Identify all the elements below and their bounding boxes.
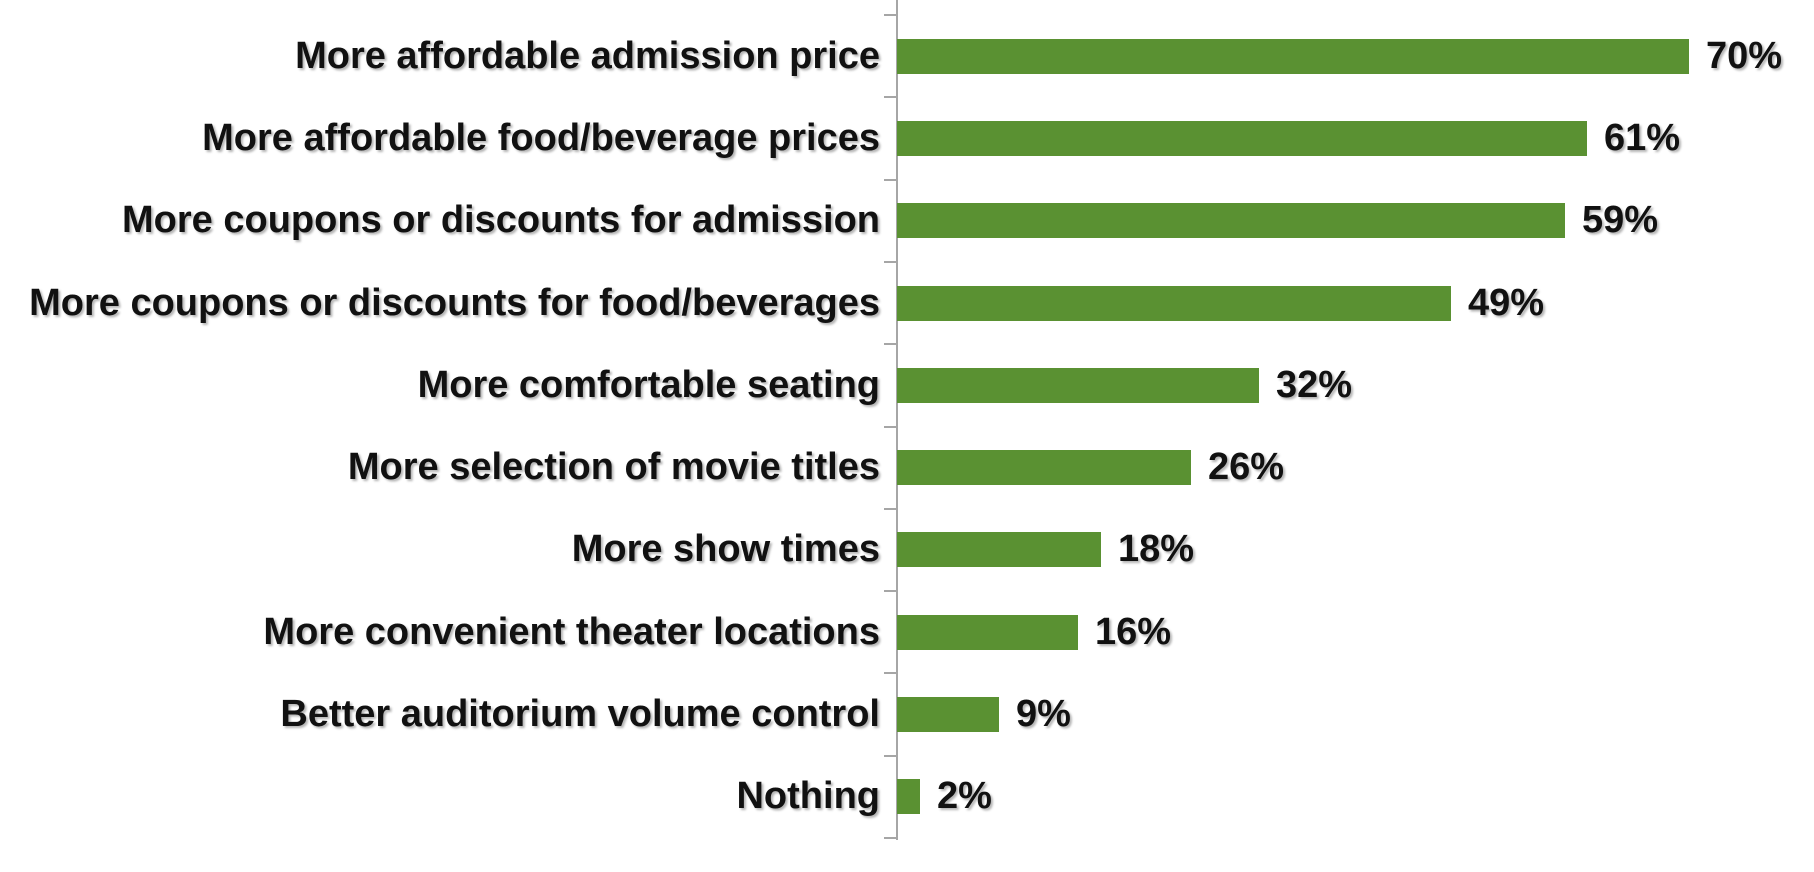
value-label: 26%: [1208, 446, 1285, 489]
axis-tick: [884, 507, 897, 510]
axis-tick: [884, 754, 897, 757]
bar: [897, 697, 999, 733]
category-label: More affordable food/beverage prices: [202, 116, 880, 159]
axis-tick: [884, 178, 897, 181]
bar-area: 49%: [897, 262, 1814, 344]
category-label: More convenient theater locations: [263, 610, 880, 653]
bar: [897, 285, 1451, 321]
category-axis-line: [896, 0, 898, 840]
bar-area: 9%: [897, 673, 1814, 755]
axis-tick: [884, 672, 897, 675]
chart-rows: More affordable admission price 70% More…: [0, 15, 1814, 838]
value-label: 49%: [1468, 281, 1545, 324]
axis-tick: [884, 14, 897, 16]
bar-row: More selection of movie titles 26%: [0, 426, 1814, 508]
value-label: 32%: [1276, 363, 1353, 406]
bar: [897, 450, 1191, 486]
bar-row: More comfortable seating 32%: [0, 344, 1814, 426]
axis-tick: [884, 837, 897, 839]
value-label: 2%: [937, 775, 992, 818]
category-label: More coupons or discounts for admission: [122, 199, 880, 242]
category-label: More coupons or discounts for food/bever…: [29, 281, 880, 324]
bar-area: 18%: [897, 509, 1814, 591]
value-label: 18%: [1118, 528, 1195, 571]
bar-area: 16%: [897, 591, 1814, 673]
axis-tick: [884, 425, 897, 428]
bar-row: More coupons or discounts for admission …: [0, 180, 1814, 262]
bar-row: Better auditorium volume control 9%: [0, 673, 1814, 755]
bar-area: 61%: [897, 97, 1814, 179]
bar: [897, 38, 1689, 74]
bar-row: More convenient theater locations 16%: [0, 591, 1814, 673]
bar: [897, 367, 1259, 403]
category-label: More show times: [571, 528, 880, 571]
bar: [897, 614, 1078, 650]
bar: [897, 779, 920, 815]
category-label: More selection of movie titles: [347, 446, 880, 489]
bar-area: 32%: [897, 344, 1814, 426]
bar-area: 70%: [897, 15, 1814, 97]
category-label: More affordable admission price: [295, 34, 880, 77]
axis-tick: [884, 343, 897, 346]
bar-area: 59%: [897, 180, 1814, 262]
bar-row: More show times 18%: [0, 509, 1814, 591]
bar-row: More affordable admission price 70%: [0, 15, 1814, 97]
value-label: 61%: [1604, 116, 1681, 159]
axis-tick: [884, 96, 897, 99]
category-label: Better auditorium volume control: [280, 693, 880, 736]
category-label: More comfortable seating: [417, 363, 880, 406]
bar: [897, 203, 1565, 239]
bar-area: 2%: [897, 756, 1814, 838]
value-label: 9%: [1016, 693, 1071, 736]
bar: [897, 120, 1587, 156]
value-label: 16%: [1095, 610, 1172, 653]
axis-tick: [884, 590, 897, 593]
bar-row: More affordable food/beverage prices 61%: [0, 97, 1814, 179]
value-label: 59%: [1582, 199, 1659, 242]
axis-tick: [884, 260, 897, 263]
value-label: 70%: [1706, 34, 1783, 77]
bar-area: 26%: [897, 426, 1814, 508]
bar-row: Nothing 2%: [0, 756, 1814, 838]
bar-row: More coupons or discounts for food/bever…: [0, 262, 1814, 344]
category-label: Nothing: [736, 775, 880, 818]
bar: [897, 532, 1101, 568]
